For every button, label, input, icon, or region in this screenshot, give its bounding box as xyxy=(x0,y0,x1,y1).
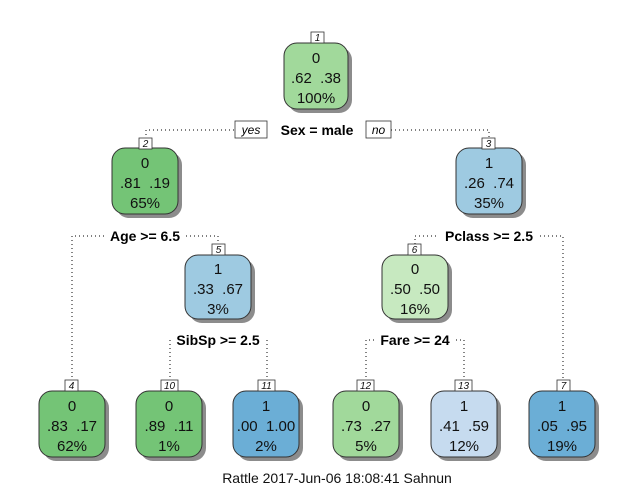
node-class-label: 1 xyxy=(558,398,566,415)
branch-yes-box xyxy=(234,120,268,139)
node-index-6: 6 xyxy=(407,243,422,256)
node-index-box xyxy=(481,137,496,150)
node-class-label: 0 xyxy=(362,398,370,415)
node-index-10: 10 xyxy=(160,379,179,392)
node-class-label: 1 xyxy=(485,155,493,172)
node-index-label: 2 xyxy=(142,139,149,150)
node-probabilities: .81 .19 xyxy=(120,175,170,192)
node-index-box xyxy=(257,379,276,392)
node-probabilities: .62 .38 xyxy=(291,70,341,87)
node-index-box xyxy=(64,379,79,392)
node-percentage: 19% xyxy=(547,438,577,455)
tree-node-4: 0 .83 .17 62% xyxy=(38,390,109,461)
node-index-label: 4 xyxy=(69,381,75,392)
tree-node-1: 0 .62 .38 100% xyxy=(283,42,352,113)
node-index-box xyxy=(556,379,571,392)
edge-6-12 xyxy=(365,339,374,381)
footer-caption: Rattle 2017-Jun-06 18:08:41 Sahnun xyxy=(222,470,452,486)
node-index-4: 4 xyxy=(64,379,79,392)
node-class-label: 0 xyxy=(68,398,76,415)
node-index-5: 5 xyxy=(211,243,226,256)
node-class-label: 1 xyxy=(262,398,270,415)
node-class-label: 0 xyxy=(141,155,149,172)
node-probabilities: .89 .11 xyxy=(145,418,194,435)
tree-node-13: 1 .41 .59 12% xyxy=(430,390,501,461)
node-index-label: 5 xyxy=(216,245,222,256)
edge-6-13 xyxy=(456,339,465,381)
node-index-13: 13 xyxy=(454,379,473,392)
node-probabilities: .50 .50 xyxy=(390,281,440,298)
node-percentage: 16% xyxy=(400,301,430,318)
node-class-label: 0 xyxy=(312,50,320,67)
node-class-label: 1 xyxy=(460,398,468,415)
node-probabilities: .00 1.00 xyxy=(237,418,295,435)
node-class-label: 1 xyxy=(214,261,222,278)
node-index-box xyxy=(356,379,375,392)
tree-node-12: 0 .73 .27 5% xyxy=(332,390,403,461)
node-index-box xyxy=(454,379,473,392)
tree-node-6: 0 .50 .50 16% xyxy=(381,254,452,323)
node-percentage: 1% xyxy=(158,438,180,455)
tree-node-5: 1 .33 .67 3% xyxy=(184,254,255,323)
node-index-label: 6 xyxy=(412,245,418,256)
edge-1-3 xyxy=(391,129,490,142)
node-percentage: 62% xyxy=(57,438,87,455)
tree-node-2: 0 .81 .19 65% xyxy=(111,147,182,218)
split-label-node2: Age >= 6.5 xyxy=(110,228,180,244)
node-index-label: 12 xyxy=(360,381,372,392)
edge-1-2 xyxy=(145,129,234,142)
node-index-box xyxy=(211,243,226,256)
branch-yes-label: yes xyxy=(234,120,268,139)
edge-3-6 xyxy=(414,235,436,244)
split-label-node5: SibSp >= 2.5 xyxy=(176,332,259,348)
edge-3-7 xyxy=(540,235,564,381)
edge-2-5 xyxy=(186,235,219,244)
branch-no-box xyxy=(365,120,392,139)
node-percentage: 65% xyxy=(130,195,160,212)
node-index-label: 13 xyxy=(458,381,470,392)
node-index-label: 7 xyxy=(561,381,567,392)
node-index-box xyxy=(138,137,153,150)
node-index-label: 11 xyxy=(261,381,271,392)
node-percentage: 100% xyxy=(297,90,335,107)
branch-no-label: no xyxy=(365,120,392,139)
node-index-12: 12 xyxy=(356,379,375,392)
node-index-2: 2 xyxy=(138,137,153,150)
node-probabilities: .26 .74 xyxy=(464,175,514,192)
node-class-label: 0 xyxy=(165,398,173,415)
node-probabilities: .05 .95 xyxy=(537,418,587,435)
tree-node-10: 0 .89 .11 1% xyxy=(135,390,206,461)
node-probabilities: .33 .67 xyxy=(193,281,243,298)
node-index-1: 1 xyxy=(310,31,325,44)
node-percentage: 35% xyxy=(474,195,504,212)
node-index-3: 3 xyxy=(481,137,496,150)
node-percentage: 5% xyxy=(355,438,377,455)
node-percentage: 2% xyxy=(255,438,277,455)
node-probabilities: .73 .27 xyxy=(341,418,391,435)
branch-yes-text: yes xyxy=(241,123,261,137)
tree-node-3: 1 .26 .74 35% xyxy=(455,147,526,218)
node-index-label: 1 xyxy=(315,33,321,44)
node-percentage: 3% xyxy=(207,301,229,318)
node-class-label: 0 xyxy=(411,261,419,278)
node-index-box xyxy=(310,31,325,44)
node-index-box xyxy=(407,243,422,256)
node-index-7: 7 xyxy=(556,379,571,392)
split-label-node3: Pclass >= 2.5 xyxy=(445,228,533,244)
split-label-root: Sex = male xyxy=(281,122,354,138)
node-index-label: 3 xyxy=(486,139,492,150)
node-probabilities: .41 .59 xyxy=(439,418,489,435)
split-label-node6: Fare >= 24 xyxy=(380,332,449,348)
tree-node-7: 1 .05 .95 19% xyxy=(528,390,599,461)
node-index-11: 11 xyxy=(257,379,276,392)
node-percentage: 12% xyxy=(449,438,479,455)
node-index-label: 10 xyxy=(164,381,176,392)
node-probabilities: .83 .17 xyxy=(47,418,97,435)
tree-node-11: 1 .00 1.00 2% xyxy=(232,390,303,461)
node-index-box xyxy=(160,379,179,392)
branch-no-text: no xyxy=(372,123,386,137)
edge-2-4 xyxy=(71,235,104,381)
